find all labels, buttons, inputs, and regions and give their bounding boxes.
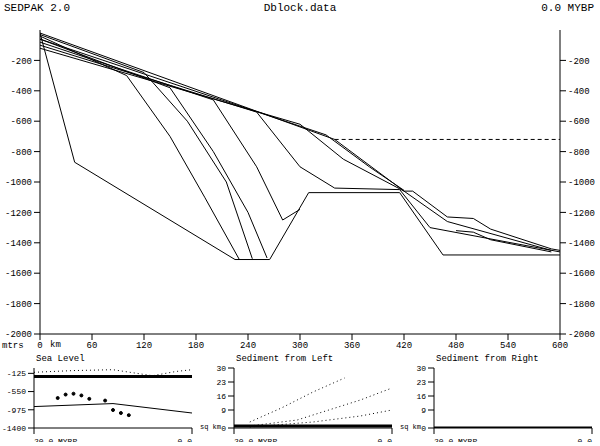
svg-text:-400: -400 bbox=[10, 87, 32, 97]
svg-text:9: 9 bbox=[421, 406, 426, 415]
svg-text:0.0: 0.0 bbox=[578, 437, 592, 442]
svg-text:-600: -600 bbox=[568, 117, 590, 127]
svg-text:-1400: -1400 bbox=[568, 239, 592, 249]
html-text:SEDPAK 2.0: SEDPAK 2.0 bbox=[4, 2, 70, 14]
svg-text:60: 60 bbox=[87, 341, 98, 351]
html-text:mtrs: mtrs bbox=[2, 341, 24, 351]
svg-text:480: 480 bbox=[448, 341, 464, 351]
svg-text:-1400: -1400 bbox=[8, 424, 26, 433]
svg-text:-1000: -1000 bbox=[8, 178, 32, 188]
svg-text:-600: -600 bbox=[10, 117, 32, 127]
svg-text:20.0 MYBP: 20.0 MYBP bbox=[34, 437, 77, 442]
svg-text:-1800: -1800 bbox=[568, 300, 592, 310]
svg-text:300: 300 bbox=[292, 341, 308, 351]
svg-text:20.0 MYBP: 20.0 MYBP bbox=[234, 437, 277, 442]
html-text:sq km: sq km bbox=[200, 423, 221, 431]
html-text:Sea Level: Sea Level bbox=[36, 354, 85, 364]
svg-text:-1800: -1800 bbox=[8, 300, 32, 310]
svg-text:600: 600 bbox=[552, 341, 568, 351]
svg-text:-800: -800 bbox=[10, 148, 32, 158]
svg-text:-2000: -2000 bbox=[8, 330, 32, 340]
html-text:Dblock.data: Dblock.data bbox=[263, 2, 337, 14]
svg-text:-400: -400 bbox=[568, 87, 590, 97]
html-text:0.0 MYBP: 0.0 MYBP bbox=[541, 2, 594, 14]
svg-text:420: 420 bbox=[396, 341, 412, 351]
svg-text:180: 180 bbox=[188, 341, 204, 351]
svg-text:-2000: -2000 bbox=[568, 330, 592, 340]
svg-text:240: 240 bbox=[240, 341, 256, 351]
svg-text:-550: -550 bbox=[8, 387, 26, 396]
svg-text:-200: -200 bbox=[10, 57, 32, 67]
svg-text:0.0: 0.0 bbox=[178, 437, 193, 442]
svg-text:0: 0 bbox=[421, 424, 426, 433]
svg-text:20.0 MYBP: 20.0 MYBP bbox=[434, 437, 477, 442]
svg-text:-1400: -1400 bbox=[8, 239, 32, 249]
svg-text:-125: -125 bbox=[8, 369, 26, 378]
svg-text:-800: -800 bbox=[568, 148, 590, 158]
html-text:sq km: sq km bbox=[400, 423, 421, 431]
svg-text:-975: -975 bbox=[8, 406, 26, 415]
svg-text:-1600: -1600 bbox=[8, 269, 32, 279]
svg-text:0.0: 0.0 bbox=[378, 437, 393, 442]
svg-text:360: 360 bbox=[344, 341, 360, 351]
svg-text:16: 16 bbox=[216, 392, 226, 401]
svg-text:30: 30 bbox=[416, 364, 426, 373]
svg-text:9: 9 bbox=[221, 406, 226, 415]
html-text:Sediment from Left: Sediment from Left bbox=[236, 354, 334, 364]
svg-text:-1200: -1200 bbox=[8, 209, 32, 219]
html-text:km: km bbox=[50, 340, 61, 350]
svg-text:-1000: -1000 bbox=[568, 178, 592, 188]
svg-text:0: 0 bbox=[221, 424, 226, 433]
svg-text:23: 23 bbox=[416, 378, 426, 387]
svg-text:16: 16 bbox=[416, 392, 426, 401]
svg-text:540: 540 bbox=[500, 341, 516, 351]
svg-text:30: 30 bbox=[216, 364, 226, 373]
svg-text:-1600: -1600 bbox=[568, 269, 592, 279]
svg-text:-1200: -1200 bbox=[568, 209, 592, 219]
svg-text:23: 23 bbox=[216, 378, 226, 387]
svg-text:0: 0 bbox=[37, 341, 42, 351]
html-text:Sediment from Right: Sediment from Right bbox=[436, 354, 539, 364]
svg-text:120: 120 bbox=[136, 341, 152, 351]
svg-text:-200: -200 bbox=[568, 57, 590, 67]
